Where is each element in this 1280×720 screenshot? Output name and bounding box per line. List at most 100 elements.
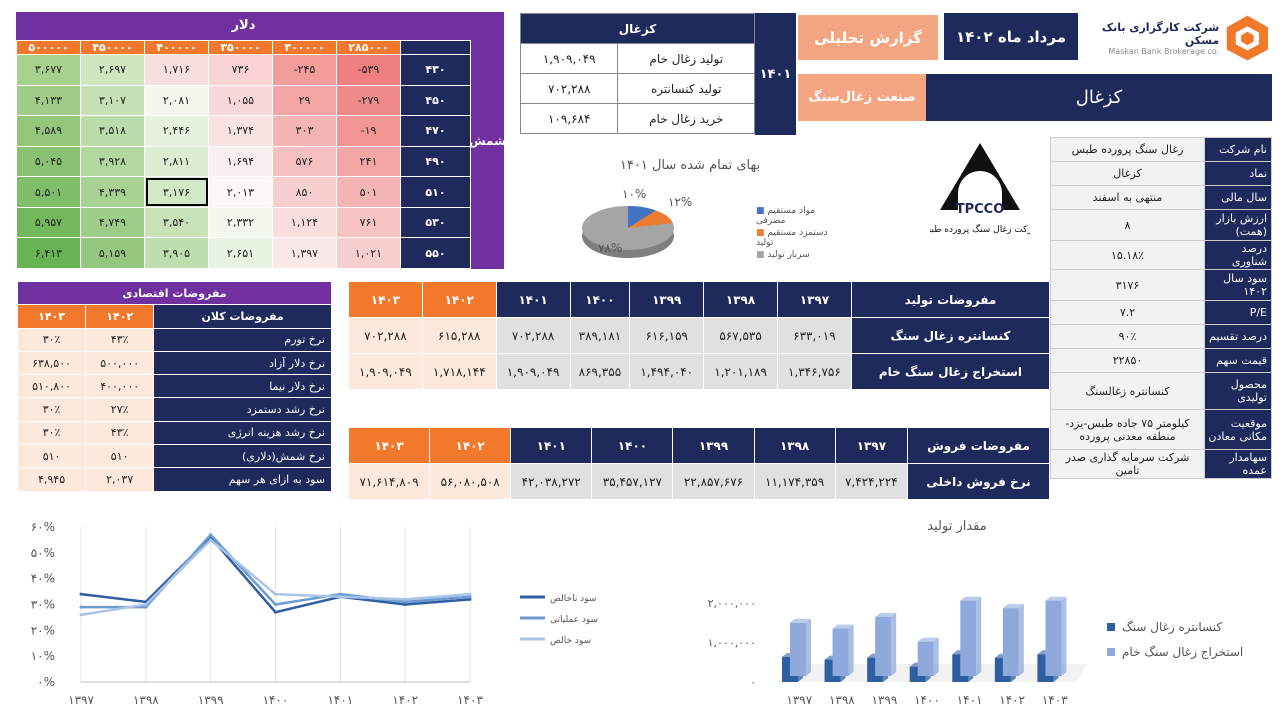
sensitivity-cell: ۵,۰۴۵ xyxy=(16,145,81,178)
macro-label: سود به ازای هر سهم xyxy=(153,467,332,492)
pie-title: بهای تمام شده سال ۱۴۰۱ xyxy=(619,158,761,173)
x-tick-label: ۱۴۰۱ xyxy=(957,693,983,707)
macro-value-1402: ۲۷٪ xyxy=(85,397,155,422)
legend-label: کنسانتره زغال سنگ xyxy=(1122,620,1222,635)
sensitivity-col-header: ۵۰۰۰۰۰ xyxy=(16,40,81,55)
info-row: زغال سنگ پرورده طبس نام شرکت xyxy=(1050,137,1272,162)
sensitivity-row-header: ۴۹۰ xyxy=(400,145,471,178)
macro-head-label: مفروضات کلان xyxy=(153,304,332,329)
company-name: شرکت کارگزاری بانک مسکن xyxy=(1101,20,1220,47)
production-cell: ۳۸۹,۱۸۱ xyxy=(569,317,631,354)
legend-swatch xyxy=(1107,648,1115,656)
info-row: منتهی به اسفند سال مالی xyxy=(1050,185,1272,210)
info-row: ۳۱۷۶ سود سال ۱۴۰۲ xyxy=(1050,269,1272,301)
info-row: کزغال نماد xyxy=(1050,161,1272,186)
data-point xyxy=(144,603,148,606)
macro-value-1402: ۴۰۰,۰۰۰ xyxy=(85,374,155,399)
x-tick-label: ۱۳۹۹ xyxy=(872,693,898,707)
info-value: ۳۱۷۶ xyxy=(1050,269,1205,301)
y-tick-label: ۰% xyxy=(37,675,55,689)
data-point xyxy=(79,613,83,617)
sensitivity-cell: ۲,۴۴۶ xyxy=(144,115,209,147)
sensitivity-cell: ۱,۳۷۴ xyxy=(208,115,273,147)
data-point xyxy=(403,603,407,606)
production-cell: ۷۰۲,۲۸۸ xyxy=(495,317,571,354)
x-tick-label: ۱۳۹۷ xyxy=(786,693,812,707)
coal-label: تولید زغال خام xyxy=(617,43,755,74)
sensitivity-cell: ۲,۸۱۱ xyxy=(144,145,209,178)
data-point xyxy=(468,595,472,599)
info-key: درصد شناوری xyxy=(1204,240,1272,270)
legend-label: استخراج زغال سنگ خام xyxy=(1122,645,1243,660)
sensitivity-cell: ۱,۱۲۴ xyxy=(272,206,337,239)
year-header: ۱۴۰۲ xyxy=(421,281,497,318)
x-tick-label: ۱۴۰۱ xyxy=(327,693,353,707)
y-tick-label: ۴۰% xyxy=(31,572,55,586)
y-tick-label: ۵۰% xyxy=(31,546,55,560)
info-key: P/E xyxy=(1204,300,1272,325)
sensitivity-cell: ۴,۳۳۹ xyxy=(80,176,145,208)
macro-label: نرخ تورم xyxy=(153,327,332,352)
bar xyxy=(832,624,854,676)
production-cell: ۵۶۷,۵۳۵ xyxy=(703,317,778,354)
info-value: شرکت سرمایه گذاری صدر تامین xyxy=(1050,449,1205,479)
company-info-table: زغال سنگ پرورده طبس نام شرکت کزغال نماد منته… xyxy=(1050,137,1272,479)
data-point xyxy=(209,533,213,537)
info-key: سود سال ۱۴۰۲ xyxy=(1204,269,1272,301)
sensitivity-table: دلار شمش ۵۰۰۰۰۰ ۴۵۰۰۰۰ ۴۰۰۰۰۰ ۳۵۰۰۰۰ ۳۰۰۰۰۰ ۲… xyxy=(16,12,506,269)
sensitivity-cell: ۱,۰۲۱ xyxy=(336,237,401,269)
sales-cell: ۷۱,۶۱۴,۸۰۹ xyxy=(347,463,431,500)
sensitivity-row: ۴,۱۳۳ ۳,۱۰۷ ۲,۰۸۱ ۱,۰۵۵ ۲۹ -۲۷۹ ۴۵۰ xyxy=(16,84,471,117)
macro-row: ۶۳۸,۵۰۰ ۵۰۰,۰۰۰ نرخ دلار آزاد xyxy=(16,350,332,376)
data-point xyxy=(274,610,277,614)
production-cell: ۶۳۳,۰۱۹ xyxy=(776,317,852,354)
data-point xyxy=(338,595,342,599)
macro-label: نرخ دلار نیما xyxy=(153,374,332,399)
macro-head-1403: ۱۴۰۳ xyxy=(16,304,87,329)
data-point xyxy=(274,603,277,606)
production-cell: ۸۶۹,۳۵۵ xyxy=(569,353,631,390)
sensitivity-cell: ۱,۰۵۵ xyxy=(208,84,273,117)
sensitivity-row-header: ۴۷۰ xyxy=(400,115,471,147)
sales-cell: ۲۲,۸۵۷,۶۷۶ xyxy=(672,463,755,500)
sensitivity-cell: ۲,۳۳۲ xyxy=(208,206,273,239)
coal-value: ۱,۹۰۹,۰۴۹ xyxy=(519,43,619,74)
pie-slice-materials xyxy=(628,205,656,228)
sensitivity-cell: ۵۷۶ xyxy=(272,145,337,178)
sensitivity-row-header: ۵۵۰ xyxy=(400,237,471,269)
sales-cell: ۵۶,۰۸۰,۵۰۸ xyxy=(429,463,512,500)
info-row: ۲۲۸۵۰ قیمت سهم xyxy=(1050,348,1272,373)
y-tick-label: ۶۰% xyxy=(31,520,55,534)
macro-row: ۵۱۰ ۵۱۰ نرخ شمش(دلاری) xyxy=(16,444,332,469)
sensitivity-row-header: ۵۱۰ xyxy=(400,176,471,208)
info-value: ۱۵.۱۸٪ xyxy=(1050,240,1205,270)
macro-label: نرخ شمش(دلاری) xyxy=(153,444,332,469)
sensitivity-cell: ۳,۹۰۵ xyxy=(144,237,209,269)
pie-label-1: ۱۰% xyxy=(622,187,646,201)
x-tick-label: ۱۳۹۹ xyxy=(198,693,224,707)
sensitivity-cell: ۲,۶۵۱ xyxy=(208,237,273,269)
sensitivity-cell: ۱,۳۹۷ xyxy=(272,237,337,269)
sensitivity-row-title-text: شمش xyxy=(469,133,506,148)
year-header: ۱۴۰۳ xyxy=(348,281,423,318)
info-value: ۹۰٪ xyxy=(1050,324,1205,349)
x-tick-label: ۱۴۰۲ xyxy=(999,693,1025,707)
sales-cell: ۱۱,۱۷۴,۳۵۹ xyxy=(753,463,836,500)
macro-value-1403: ۶۳۸,۵۰۰ xyxy=(16,350,87,376)
sensitivity-cell: ۳,۹۲۸ xyxy=(80,145,145,178)
report-type: گزارش تحلیلی xyxy=(798,15,938,60)
sensitivity-cell: ۵,۵۰۱ xyxy=(16,176,81,208)
bar xyxy=(917,637,939,676)
info-value: زغال سنگ پرورده طبس xyxy=(1050,137,1205,162)
sensitivity-corner xyxy=(400,40,471,55)
info-row: کنسانتره زغالسنگ محصول تولیدی xyxy=(1050,372,1272,410)
coal-row: ۱,۹۰۹,۰۴۹ تولید زغال خام xyxy=(519,43,755,74)
macro-value-1402: ۴۳٪ xyxy=(85,327,155,352)
production-assumptions-table: ۱۴۰۳ ۱۴۰۲ ۱۴۰۱ ۱۴۰۰ ۱۳۹۹ ۱۳۹۸ ۱۳۹۷ مفروضات تولی… xyxy=(348,281,1051,390)
pie-legend-1: ■ مواد مستقیم مصرفی xyxy=(756,206,830,226)
production-cell: ۶۱۶,۱۵۹ xyxy=(629,317,705,354)
info-key: درصد تقسیم xyxy=(1204,324,1272,349)
macro-value-1403: ۳۰٪ xyxy=(16,327,87,352)
profit-margin-line-chart: ۱۳۹۷ ۱۳۹۸ ۱۳۹۹ ۱۴۰۰ ۱۴۰۱ ۱۴۰۲ ۱۴۰۳ ۰% ۱۰% ۲۰% ۳۰% ۴… xyxy=(31,520,598,707)
x-tick-label: ۱۳۹۷ xyxy=(68,693,94,707)
